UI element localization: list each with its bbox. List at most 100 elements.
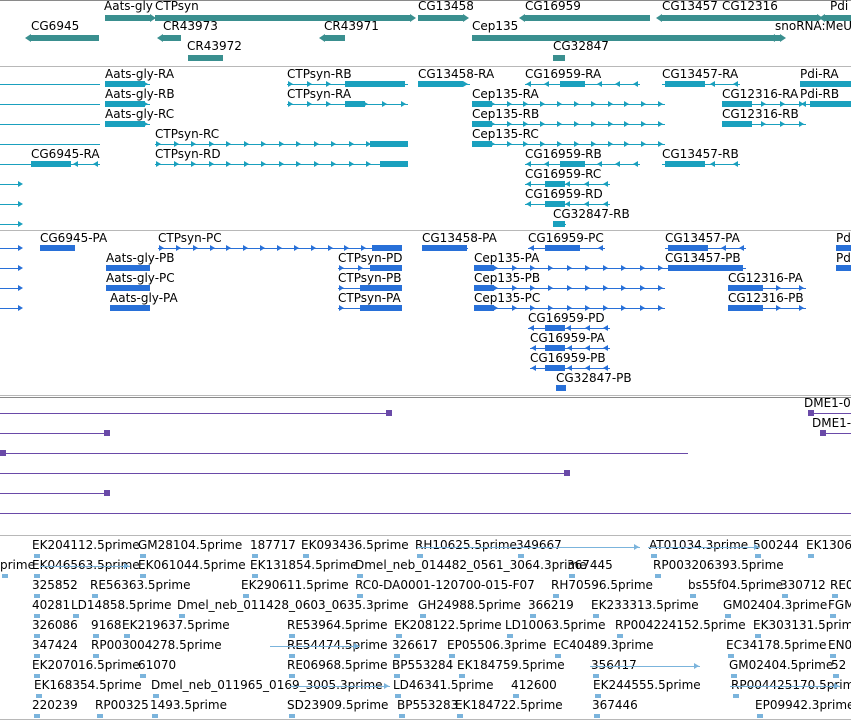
strand-arrow-left-icon: [543, 81, 549, 87]
est-bar: [420, 614, 426, 618]
strand-arrow-left-icon: [733, 161, 738, 167]
strand-arrow-right-icon: [489, 141, 495, 147]
est-label: RE54474.5prime: [287, 638, 388, 652]
transcript-exon: [560, 81, 585, 87]
transcript-exon: [380, 161, 408, 167]
est-bar: [153, 694, 159, 698]
protein-label: Cep135-PC: [474, 291, 541, 305]
strand-arrow-right-icon: [621, 285, 627, 291]
strand-arrow-right-icon: [348, 141, 354, 147]
strand-arrow-right-icon: [489, 121, 495, 127]
strand-arrow-right-icon: [410, 14, 416, 22]
strand-arrow-right-icon: [799, 305, 804, 311]
transcript-label: Aats-gly-RB: [105, 87, 175, 101]
strand-arrow-right-icon: [296, 141, 301, 147]
transcript-label: CG16959-RA: [525, 67, 602, 81]
transcript-exon: [722, 101, 752, 107]
est-label: EC34178.5prime: [726, 638, 827, 652]
protein-exon: [106, 265, 150, 271]
strand-arrow-right-icon: [296, 161, 301, 167]
strand-arrow-left-icon: [519, 14, 525, 22]
est-bar: [357, 574, 363, 578]
gene-bar: [472, 35, 780, 41]
strand-arrow-left-icon: [567, 345, 572, 351]
est-label: BP553284: [392, 658, 454, 672]
strand-arrow-right-icon: [143, 121, 148, 127]
est-label: 347424: [32, 638, 78, 652]
strand-arrow-right-icon: [293, 245, 299, 251]
strand-arrow-right-icon: [603, 305, 609, 311]
protein-exon: [360, 285, 402, 291]
strand-arrow-right-icon: [306, 101, 312, 107]
strand-arrow-right-icon: [658, 285, 663, 291]
alignment-label: DME1-0: [804, 396, 851, 410]
est-label: EK208122.5prime: [394, 618, 502, 632]
intron-line: [0, 413, 392, 414]
transcript-label: CG16959-RB: [525, 147, 602, 161]
strand-arrow-right-icon: [641, 121, 647, 127]
est-label: 220239: [32, 698, 78, 712]
intron-line: [472, 104, 665, 105]
est-bar: [179, 614, 185, 618]
est-bar: [655, 574, 661, 578]
transcript-label: Cep135-RC: [472, 127, 539, 141]
strand-arrow-right-icon: [639, 265, 645, 271]
est-label: EP05506.3prime: [447, 638, 547, 652]
protein-exon: [545, 245, 580, 251]
est-bar: [755, 554, 761, 558]
gene-label: CG16959: [525, 0, 581, 13]
est-bar: [395, 694, 401, 698]
transcript-exon: [810, 101, 851, 107]
est-bar: [252, 554, 258, 558]
est-label: 326617: [392, 638, 438, 652]
strand-arrow-right-icon: [313, 141, 319, 147]
protein-exon: [836, 245, 851, 251]
transcript-exon: [105, 81, 145, 87]
gene-label: Aats-gly: [104, 0, 153, 13]
strand-arrow-right-icon: [261, 161, 266, 167]
est-label: SD23909.5prime: [287, 698, 389, 712]
est-bar: [396, 634, 402, 638]
est-label: 61070: [138, 658, 177, 672]
intron-line: [820, 433, 851, 434]
strand-arrow-right-icon: [493, 265, 499, 271]
track-separator: [0, 230, 851, 231]
transcript-label: Aats-gly-RA: [105, 67, 175, 81]
est-label: EK207016.5prime: [32, 658, 140, 672]
est-label: 349667: [516, 538, 562, 552]
est-bar: [595, 694, 601, 698]
est-label: EK303131.5prime: [753, 618, 851, 632]
gene-bar: [418, 15, 463, 21]
intron-line: [0, 513, 851, 514]
est-bar: [651, 554, 657, 558]
strand-arrow-left-icon: [709, 161, 715, 167]
protein-label: CG13458-PA: [422, 231, 497, 245]
est-bar: [728, 654, 734, 658]
intron-line: [730, 686, 840, 687]
intron-line: [0, 0, 851, 1]
est-label: AT01034.3prime: [649, 538, 749, 552]
strand-arrow-left-icon: [585, 345, 590, 351]
strand-arrow-right-icon: [208, 161, 214, 167]
strand-arrow-left-icon: [656, 14, 662, 22]
transcript-exon: [472, 101, 492, 107]
strand-arrow-right-icon: [506, 141, 512, 147]
strand-arrow-right-icon: [156, 161, 161, 167]
strand-arrow-right-icon: [382, 101, 388, 107]
transcript-exon: [553, 221, 565, 227]
est-bar: [530, 614, 536, 618]
gene-bar: [825, 15, 851, 21]
strand-arrow-left-icon: [157, 34, 163, 42]
gene-label: CR43972: [187, 39, 242, 53]
strand-arrow-right-icon: [607, 101, 613, 107]
strand-arrow-left-icon: [531, 365, 536, 371]
intron-line: [808, 413, 851, 414]
transcript-label: CTPsyn-RA: [287, 87, 352, 101]
est-bar: [289, 634, 295, 638]
est-label: EN0: [828, 638, 851, 652]
strand-arrow-left-icon: [564, 201, 570, 207]
transcript-exon: [722, 121, 752, 127]
strand-arrow-right-icon: [173, 161, 179, 167]
strand-arrow-right-icon: [624, 121, 630, 127]
